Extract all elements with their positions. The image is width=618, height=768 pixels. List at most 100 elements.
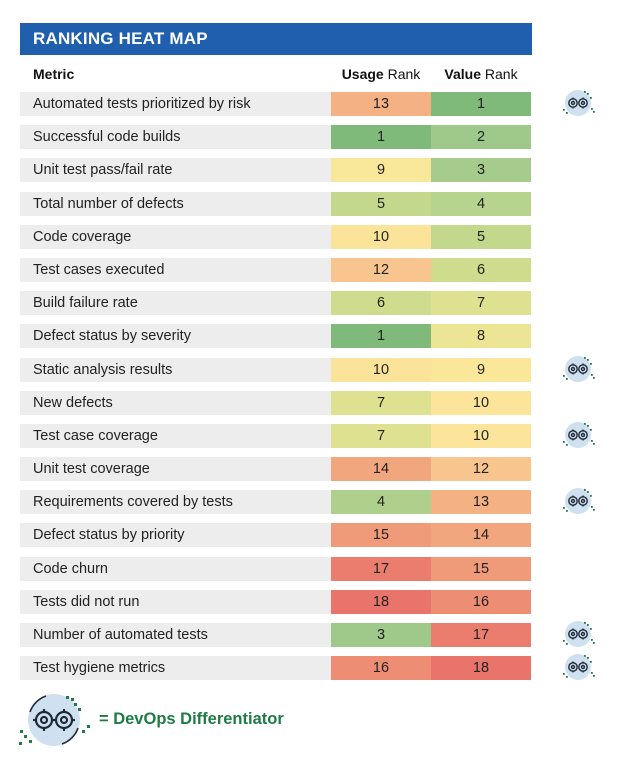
usage-rank-cell: 13 xyxy=(331,92,431,116)
value-rank-cell: 16 xyxy=(431,589,531,614)
devops-gears-icon xyxy=(560,618,596,650)
legend: = DevOps Differentiator xyxy=(16,690,356,750)
devops-gears-icon xyxy=(560,87,596,119)
metric-row-background xyxy=(20,556,331,581)
devops-gears-icon xyxy=(560,353,596,385)
metric-row-background xyxy=(20,390,331,415)
usage-rank-cell: 3 xyxy=(331,623,431,647)
usage-header-rest: Rank xyxy=(383,66,421,82)
metric-label: Unit test coverage xyxy=(33,461,150,478)
usage-rank-cell: 7 xyxy=(331,390,431,415)
metric-label: Automated tests prioritized by risk xyxy=(33,96,251,112)
usage-rank-cell: 15 xyxy=(331,523,431,548)
value-rank-cell: 10 xyxy=(431,423,531,448)
metric-label: Requirements covered by tests xyxy=(33,494,233,511)
usage-rank-cell: 12 xyxy=(331,257,431,282)
table-row: Number of automated tests 3 17 xyxy=(20,621,618,656)
column-header-value-rank: Value Rank xyxy=(431,64,531,84)
metric-row-background xyxy=(20,623,331,647)
value-rank-cell: 12 xyxy=(431,457,531,482)
metric-row-background xyxy=(20,423,331,448)
metric-row-background xyxy=(20,656,331,681)
usage-rank-cell: 1 xyxy=(331,324,431,349)
value-rank-cell: 1 xyxy=(431,92,531,116)
heat-map-table: Automated tests prioritized by risk 13 1 Su… xyxy=(20,90,618,689)
devops-gears-icon xyxy=(560,485,596,517)
metric-label: Total number of defects xyxy=(33,195,184,212)
table-row: Test cases executed 12 6 xyxy=(20,257,618,291)
table-row: Build failure rate 6 7 xyxy=(20,291,618,324)
value-rank-cell: 18 xyxy=(431,656,531,681)
metric-row-background xyxy=(20,92,331,116)
table-row: New defects 7 10 xyxy=(20,390,618,424)
metric-row-background xyxy=(20,324,331,349)
table-row: Test hygiene metrics 16 18 xyxy=(20,654,618,689)
usage-rank-cell: 1 xyxy=(331,125,431,150)
column-header-metric: Metric xyxy=(33,66,75,82)
table-row: Total number of defects 5 4 xyxy=(20,191,618,225)
value-rank-cell: 8 xyxy=(431,324,531,349)
value-header-rest: Rank xyxy=(481,66,518,82)
value-rank-cell: 3 xyxy=(431,158,531,183)
metric-label: Test case coverage xyxy=(33,427,158,444)
table-row: Successful code builds 1 2 xyxy=(20,125,618,158)
value-rank-cell: 9 xyxy=(431,357,531,382)
metric-row-background xyxy=(20,291,331,316)
table-row: Requirements covered by tests 4 13 xyxy=(20,488,618,523)
usage-rank-cell: 10 xyxy=(331,357,431,382)
page-title: RANKING HEAT MAP xyxy=(20,23,532,55)
table-row: Automated tests prioritized by risk 13 1 xyxy=(20,90,618,125)
metric-label: Code churn xyxy=(33,560,108,577)
metric-label: Tests did not run xyxy=(33,593,140,610)
metric-row-background xyxy=(20,490,331,515)
value-rank-cell: 14 xyxy=(431,523,531,548)
table-row: Test case coverage 7 10 xyxy=(20,421,618,457)
devops-gears-icon xyxy=(560,419,596,451)
usage-rank-cell: 6 xyxy=(331,291,431,316)
table-row: Unit test coverage 14 12 xyxy=(20,457,618,490)
column-header-usage-rank: Usage Rank xyxy=(331,64,431,84)
metric-label: Defect status by priority xyxy=(33,527,185,544)
usage-rank-cell: 9 xyxy=(331,158,431,183)
value-rank-cell: 4 xyxy=(431,191,531,216)
usage-rank-cell: 7 xyxy=(331,423,431,448)
value-rank-cell: 10 xyxy=(431,390,531,415)
metric-label: Defect status by severity xyxy=(33,328,191,345)
value-rank-cell: 2 xyxy=(431,125,531,150)
metric-row-background xyxy=(20,523,331,548)
metric-row-background xyxy=(20,158,331,183)
metric-row-background xyxy=(20,125,331,150)
usage-rank-cell: 14 xyxy=(331,457,431,482)
metric-label: Test hygiene metrics xyxy=(33,660,166,677)
metric-label: Successful code builds xyxy=(33,129,181,146)
usage-rank-cell: 16 xyxy=(331,656,431,681)
metric-row-background xyxy=(20,357,331,382)
usage-rank-cell: 18 xyxy=(331,589,431,614)
metric-label: Build failure rate xyxy=(33,295,138,312)
metric-row-background xyxy=(20,191,331,216)
table-row: Static analysis results 10 9 xyxy=(20,355,618,391)
table-row: Defect status by severity 1 8 xyxy=(20,324,618,357)
metric-label: Test cases executed xyxy=(33,261,165,278)
value-rank-cell: 17 xyxy=(431,623,531,647)
metric-label: Code coverage xyxy=(33,228,132,245)
table-row: Code coverage 10 5 xyxy=(20,224,618,258)
usage-rank-cell: 10 xyxy=(331,224,431,249)
legend-label: = DevOps Differentiator xyxy=(99,710,284,728)
metric-row-background xyxy=(20,589,331,614)
usage-header-bold: Usage xyxy=(341,66,384,82)
table-row: Unit test pass/fail rate 9 3 xyxy=(20,158,618,191)
metric-row-background xyxy=(20,224,331,249)
metric-row-background xyxy=(20,257,331,282)
value-rank-cell: 6 xyxy=(431,257,531,282)
usage-rank-cell: 5 xyxy=(331,191,431,216)
value-rank-cell: 15 xyxy=(431,556,531,581)
value-header-bold: Value xyxy=(444,66,481,82)
metric-row-background xyxy=(20,457,331,482)
value-rank-cell: 13 xyxy=(431,490,531,515)
table-row: Defect status by priority 15 14 xyxy=(20,523,618,556)
metric-label: Number of automated tests xyxy=(33,627,208,643)
devops-gears-icon xyxy=(19,694,90,746)
usage-rank-cell: 4 xyxy=(331,490,431,515)
metric-label: Static analysis results xyxy=(33,361,173,378)
